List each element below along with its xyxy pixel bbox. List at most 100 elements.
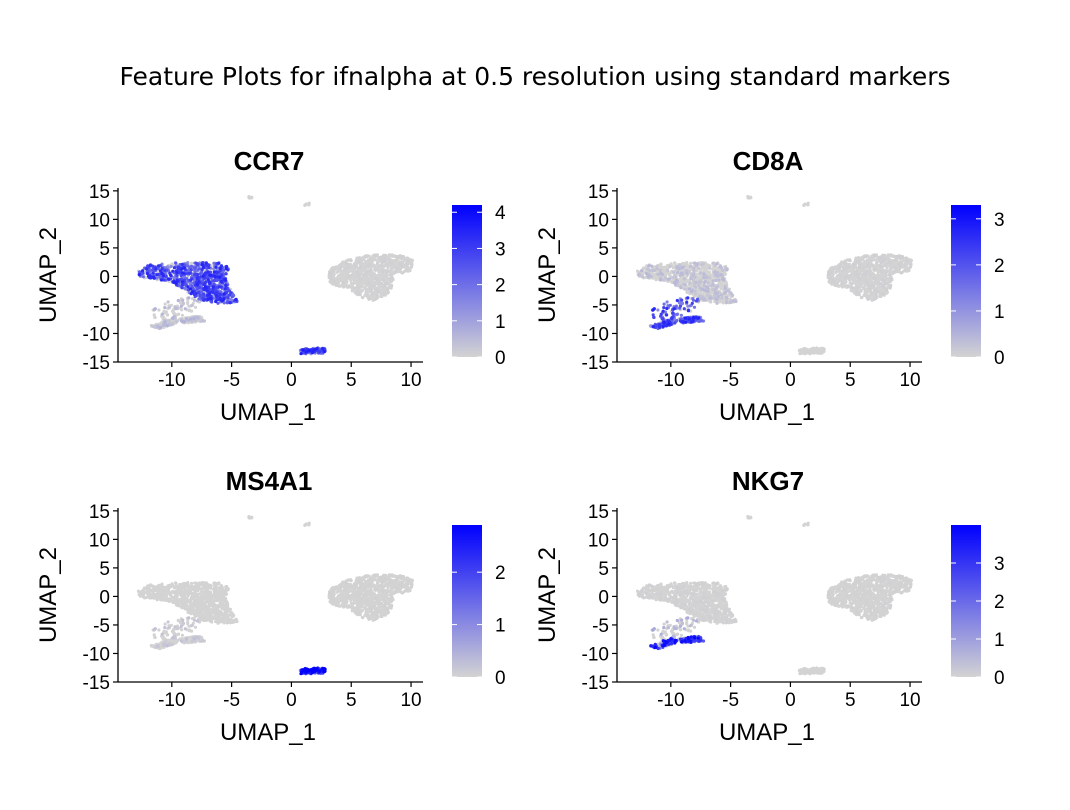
cell-point (359, 289, 363, 293)
cell-point (385, 270, 390, 274)
cell-point (170, 322, 175, 326)
cell-point (193, 269, 197, 273)
cell-point (899, 256, 903, 260)
cell-point (381, 278, 385, 282)
cell-point (213, 274, 217, 278)
cell-point (872, 268, 876, 272)
cell-point (197, 297, 201, 301)
cell-point (138, 270, 142, 274)
cell-point (321, 347, 325, 351)
cell-point (366, 258, 370, 262)
cell-point (347, 264, 351, 268)
cell-point (659, 272, 663, 276)
cell-point (198, 293, 202, 297)
y-tick-label: -15 (83, 353, 110, 374)
cell-point (700, 263, 704, 267)
cell-point (351, 270, 356, 274)
cell-point (192, 316, 196, 321)
cell-point (822, 347, 826, 352)
x-tick-label: 0 (785, 370, 796, 391)
cell-point (680, 301, 685, 305)
cell-point (380, 282, 384, 286)
cell-point (318, 350, 322, 354)
cell-point (854, 270, 858, 274)
cell-point (157, 308, 161, 312)
cell-point (678, 304, 683, 308)
cell-point (214, 294, 219, 298)
cell-point (888, 284, 893, 288)
cell-point (380, 260, 384, 264)
cell-point (222, 292, 226, 296)
cell-point (711, 279, 715, 283)
cell-point (177, 267, 181, 271)
cell-point (690, 320, 694, 324)
cell-point (152, 325, 156, 329)
cell-point (217, 285, 221, 289)
cell-point (849, 273, 853, 277)
cell-point (385, 263, 389, 267)
cell-point (365, 294, 370, 298)
cell-point (167, 306, 171, 310)
cell-point (905, 259, 909, 263)
cell-point (903, 268, 907, 272)
cell-point (301, 348, 305, 352)
cell-point (217, 261, 221, 265)
legend-tick-label: 0 (495, 348, 506, 369)
cell-point (371, 254, 375, 258)
cell-point (193, 266, 197, 270)
cell-point (688, 317, 692, 321)
cell-point (856, 272, 860, 276)
legend-tick-label: 3 (495, 239, 506, 260)
cell-point (349, 281, 353, 285)
cell-point (141, 269, 145, 273)
cell-point (223, 287, 227, 291)
cell-point (716, 274, 720, 278)
cell-point (671, 311, 675, 315)
cell-point (880, 269, 884, 273)
cell-point (137, 272, 141, 277)
cell-point (390, 270, 394, 274)
cell-point (299, 352, 303, 356)
cell-point (870, 258, 874, 262)
cell-point (684, 320, 688, 324)
cell-point (195, 283, 199, 287)
cell-point (658, 268, 663, 273)
cell-point (180, 262, 184, 266)
cell-point (680, 271, 684, 275)
cell-point (387, 256, 391, 260)
cell-points (136, 195, 414, 356)
cell-point (685, 300, 689, 304)
cell-point (843, 262, 847, 266)
cell-point (375, 274, 379, 278)
cell-point (145, 267, 149, 271)
cell-point (369, 268, 373, 272)
y-tick-label: 10 (89, 210, 110, 231)
cell-point (171, 316, 175, 320)
cell-point (711, 267, 715, 271)
cell-point (381, 264, 385, 268)
cell-point (866, 297, 870, 301)
cell-point (388, 273, 392, 277)
cell-point (212, 279, 216, 283)
cell-point (711, 282, 715, 286)
feature-panel-cd8a: CD8A-10 -5 0 5 10-15-10-5051015UMAP_1UMAP_20… (534, 146, 1005, 426)
cell-point (148, 264, 152, 268)
cell-point (389, 284, 394, 288)
cell-point (208, 270, 213, 274)
cell-point (682, 307, 686, 311)
cell-point (689, 261, 693, 265)
cell-point (366, 269, 370, 274)
y-axis-label: UMAP_2 (534, 227, 561, 323)
cell-point (163, 306, 167, 310)
cell-point (226, 300, 230, 304)
cell-point (886, 256, 890, 260)
panel-title: CCR7 (234, 146, 305, 176)
y-tick-label: 15 (588, 182, 609, 203)
legend-colorbar (452, 205, 482, 357)
cell-point (399, 264, 403, 268)
cell-point (715, 286, 719, 290)
cell-point (865, 265, 869, 269)
cell-point (876, 281, 880, 285)
cell-point (207, 292, 211, 296)
cell-point (657, 324, 662, 328)
